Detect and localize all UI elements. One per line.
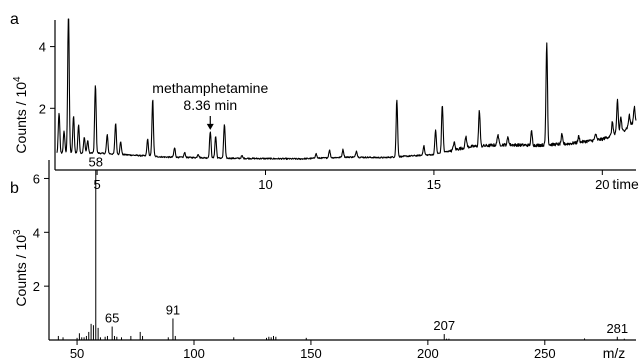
chromatogram-y-axis-title: Counts / 104 [12,76,29,154]
panel-letter-b: b [10,180,19,197]
spectrum-x-tick-label: 150 [300,346,322,361]
chromatogram-trace [56,18,637,161]
spectrum-y-tick-label: 2 [33,279,40,294]
panel-letter-a: a [10,11,19,28]
spectrum-x-ticks: 50 100 150 200 250 m/z [70,340,625,361]
spectrum-peak-label: 207 [433,318,455,333]
chromatogram-x-tick-label: 10 [258,177,272,192]
spectrum-y-axis-title: Counts / 103 [12,229,29,307]
annotation-compound-name: methamphetamine [152,80,268,96]
spectrum-x-tick-label: 250 [534,346,556,361]
chromatogram-y-tick-label: 4 [39,40,46,55]
spectrum-x-axis-title: m/z [603,345,626,361]
annotation-arrow-head [206,123,214,130]
chromatogram-x-tick-label: 5 [93,177,100,192]
mass-spectrum-panel: b Counts / 103 50 100 150 200 250 m/z 2 4 6 58 6… [10,154,636,361]
spectrum-y-tick-label: 6 [33,171,40,186]
spectrum-bars [57,170,625,340]
spectrum-peak-label: 58 [89,154,103,169]
spectrum-peak-label: 65 [105,311,119,326]
chromatogram-x-tick-label: 15 [427,177,441,192]
chromatogram-x-tick-label: 20 [595,177,609,192]
annotation-retention-time: 8.36 min [183,97,237,113]
spectrum-y-tick-label: 4 [33,225,40,240]
chromatogram-x-axis-title: time (min) [612,176,639,192]
spectrum-x-tick-label: 200 [417,346,439,361]
spectrum-peak-labels: 58 65 91 207 281 [89,154,629,335]
spectrum-peak-label: 91 [166,302,180,317]
chromatogram-y-ticks: 24 [39,40,55,116]
spectrum-x-tick-label: 100 [183,346,205,361]
spectrum-x-tick-label: 50 [70,346,84,361]
spectrum-y-ticks: 2 4 6 [33,171,49,294]
spectrum-peak-label: 281 [606,321,628,336]
chromatogram-y-tick-label: 2 [39,101,46,116]
